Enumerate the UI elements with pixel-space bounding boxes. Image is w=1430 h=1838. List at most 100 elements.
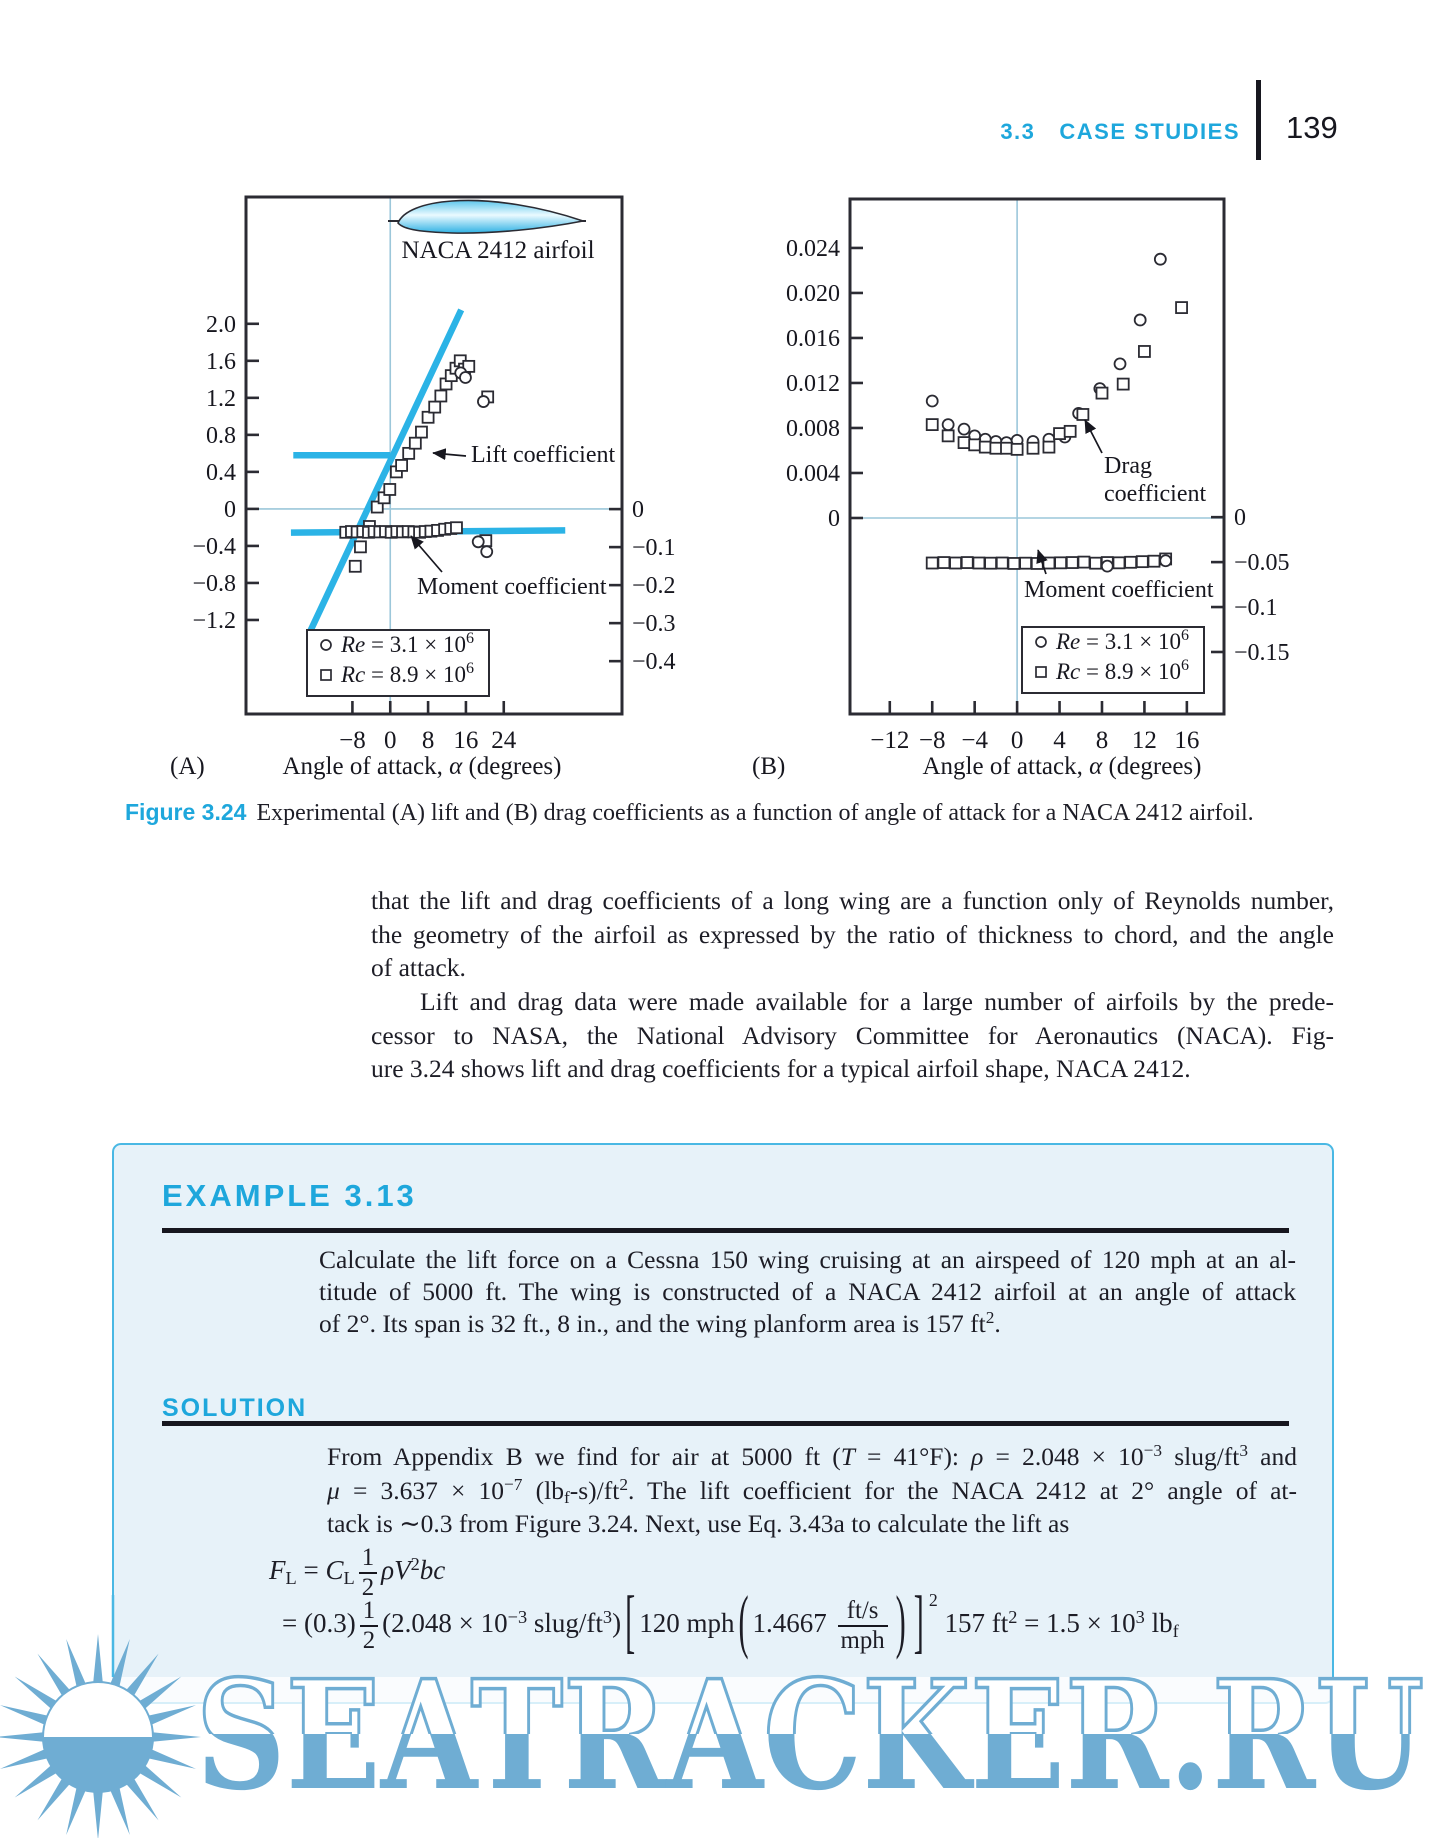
svg-text:0.012: 0.012 [786, 371, 840, 397]
plot-frame [848, 197, 1226, 716]
svg-text:8: 8 [422, 727, 435, 754]
series-square [925, 552, 1173, 570]
svg-text:(A): (A) [170, 753, 205, 780]
text-line: Calculate the lift force on a Cessna 150… [319, 1245, 1296, 1274]
figure-caption: Figure 3.24 Experimental (A) lift and (B)… [125, 795, 1295, 831]
scatter-series [925, 252, 1188, 573]
svg-text:−8: −8 [339, 727, 366, 754]
text-line: cessor to NASA, the National Advisory Co… [371, 1020, 1334, 1050]
svg-text:Re = 3.1 × 106: Re = 3.1 × 106 [340, 630, 474, 657]
text-line: From Appendix B we find for air at 5000 … [327, 1441, 1298, 1471]
svg-text:(B): (B) [752, 753, 785, 780]
section-title: CASE STUDIES [1059, 119, 1240, 144]
svg-text:−12: −12 [870, 727, 909, 754]
lift-coefficient-chart: 2.0 1.6 1.2 0.8 0.4 0 −0.4 −0.8 −1.2 0 −0.1 −0.2 −0.… [170, 195, 676, 780]
svg-text:Moment coefficient: Moment coefficient [1024, 577, 1214, 603]
legend: Re = 3.1 × 106 Rc = 8.9 × 106 [306, 629, 490, 697]
svg-text:−4: −4 [961, 727, 988, 754]
lift-equation: FL = CL 1 2 ρV2bc [269, 1544, 446, 1601]
svg-text:16: 16 [453, 727, 478, 754]
figure-caption-text: Experimental (A) lift and (B) drag coeff… [256, 800, 1254, 826]
sun-logo-icon [0, 1634, 201, 1838]
series-circle [1100, 554, 1173, 573]
svg-text:Re = 3.1 × 106: Re = 3.1 × 106 [1055, 627, 1189, 654]
text-line: Lift and drag data were made available f… [420, 987, 1334, 1016]
svg-text:Rc = 8.9 × 106: Rc = 8.9 × 106 [340, 660, 474, 687]
annotations: Lift coefficient Moment coefficient [410, 442, 615, 600]
svg-text:−0.2: −0.2 [632, 573, 676, 599]
axis-titles: (A) Angle of attack, α (degrees) [170, 753, 561, 780]
svg-text:0.020: 0.020 [786, 281, 840, 307]
svg-text:0: 0 [384, 727, 397, 754]
page-number: 139 [1286, 110, 1338, 145]
example-title: EXAMPLE 3.13 [162, 1178, 417, 1213]
header-divider-bar [1256, 80, 1261, 160]
svg-text:0.004: 0.004 [786, 461, 840, 487]
solution-text: From Appendix B we find for air at 5000 … [327, 1441, 1298, 1540]
svg-text:2.0: 2.0 [206, 312, 236, 338]
zero-gridlines [850, 199, 1224, 714]
axes: 0.024 0.020 0.016 0.012 0.008 0.004 0 0 −0.05 −0.… [786, 236, 1290, 754]
text-line: the geometry of the airfoil as expressed… [371, 919, 1334, 949]
watermark-band [0, 1677, 1430, 1805]
text-line: that the lift and drag coefficients of a… [371, 886, 1334, 915]
axes: 2.0 1.6 1.2 0.8 0.4 0 −0.4 −0.8 −1.2 0 −0.1 −0.2 −0.… [192, 312, 675, 754]
text-line: of attack. [371, 953, 466, 982]
svg-text:−1.2: −1.2 [192, 608, 236, 634]
series-circle [454, 366, 490, 408]
body-paragraph-2: Lift and drag data were made available f… [371, 985, 1334, 1086]
figure-caption-label: Figure 3.24 [125, 799, 247, 825]
svg-text:4: 4 [1053, 727, 1066, 754]
svg-text:0.8: 0.8 [206, 423, 236, 449]
svg-text:−0.8: −0.8 [192, 571, 236, 597]
lift-curve-fit [306, 308, 465, 634]
svg-text:0.4: 0.4 [206, 460, 236, 486]
svg-text:0: 0 [1234, 505, 1246, 531]
svg-text:−0.4: −0.4 [192, 534, 236, 560]
svg-text:0: 0 [828, 506, 840, 532]
svg-text:12: 12 [1132, 727, 1157, 754]
body-paragraph-1: that the lift and drag coefficients of a… [371, 884, 1334, 985]
series-square [339, 521, 493, 548]
example-problem-text: Calculate the lift force on a Cessna 150… [319, 1244, 1296, 1343]
plot-frame [244, 195, 624, 716]
text-line: ure 3.24 shows lift and drag coefficient… [371, 1054, 1191, 1083]
svg-text:−0.4: −0.4 [632, 649, 676, 675]
page-header: 3.3 CASE STUDIES [0, 119, 1240, 145]
text-line: of 2°. Its span is 32 ft., 8 in., and th… [319, 1308, 1001, 1338]
svg-text:0: 0 [1011, 727, 1024, 754]
text-line: tack is ∼0.3 from Figure 3.24. Next, use… [327, 1509, 1070, 1538]
svg-text:Angle of attack, α (degrees): Angle of attack, α (degrees) [283, 753, 562, 780]
svg-text:Drag: Drag [1104, 453, 1152, 479]
series-circle [925, 252, 1167, 450]
example-box: EXAMPLE 3.13 Calculate the lift force on… [112, 1143, 1334, 1704]
svg-text:−0.1: −0.1 [632, 535, 676, 561]
svg-text:0: 0 [224, 497, 236, 523]
svg-text:coefficient: coefficient [1104, 481, 1206, 507]
airfoil-sketch: NACA 2412 airfoil [388, 199, 596, 264]
svg-text:1.2: 1.2 [206, 386, 236, 412]
watermark-text-solid: SEATRACKER.RU [196, 1648, 1424, 1824]
axis-titles: (B) Angle of attack, α (degrees) [752, 753, 1201, 780]
svg-text:Angle of attack, α (degrees): Angle of attack, α (degrees) [923, 753, 1202, 780]
solution-rule [162, 1421, 1289, 1426]
example-title-rule [162, 1228, 1289, 1233]
text-line: μ = 3.637 × 10−7 (lbf-s)/ft2. The lift c… [327, 1474, 1298, 1507]
svg-text:1.6: 1.6 [206, 349, 236, 375]
svg-text:Moment coefficient: Moment coefficient [417, 574, 607, 600]
svg-text:0.016: 0.016 [786, 326, 840, 352]
svg-text:16: 16 [1174, 727, 1199, 754]
text-line: titude of 5000 ft. The wing is construct… [319, 1277, 1296, 1306]
series-circle [471, 535, 494, 559]
airfoil-label: NACA 2412 airfoil [401, 237, 594, 264]
svg-text:−0.15: −0.15 [1234, 640, 1290, 666]
svg-text:Rc = 8.9 × 106: Rc = 8.9 × 106 [1055, 657, 1189, 684]
svg-text:8: 8 [1096, 727, 1109, 754]
svg-text:0: 0 [632, 497, 644, 523]
svg-text:−8: −8 [919, 727, 946, 754]
scatter-series [339, 354, 495, 573]
series-square [925, 301, 1188, 456]
svg-text:0.024: 0.024 [786, 236, 840, 262]
watermark: SEATRACKER.RU SEATRACKER.RU [0, 1595, 1430, 1838]
